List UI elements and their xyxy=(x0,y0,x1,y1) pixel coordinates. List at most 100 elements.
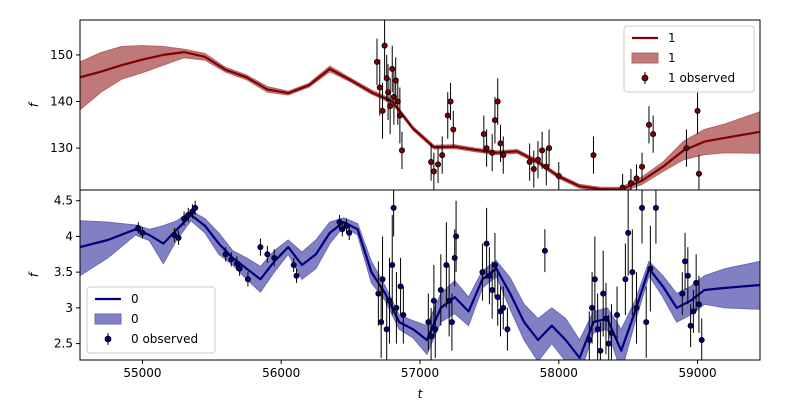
legend-box xyxy=(86,286,216,354)
observed-point xyxy=(683,145,690,152)
observed-point xyxy=(192,204,199,211)
confidence-band-top xyxy=(80,45,760,190)
observed-point xyxy=(619,184,626,190)
observed-point xyxy=(541,247,548,254)
observed-point xyxy=(694,107,701,114)
panel-top: 130 140 150 f 1 1 1 observed xyxy=(27,19,761,191)
observed-point xyxy=(693,279,700,286)
observed-point xyxy=(684,272,691,279)
observed-point xyxy=(602,315,609,322)
observed-point xyxy=(236,265,243,272)
observed-point xyxy=(480,131,487,138)
y-tick-label: 4 xyxy=(65,229,73,243)
legend-band-handle xyxy=(94,313,122,325)
observed-point xyxy=(600,290,607,297)
observed-point xyxy=(489,149,496,156)
y-tick-label: 3 xyxy=(65,301,73,315)
observed-point xyxy=(497,140,504,147)
observed-point xyxy=(491,117,498,124)
observed-point xyxy=(539,147,546,154)
observed-point xyxy=(392,77,399,84)
observed-point xyxy=(679,290,686,297)
observed-point xyxy=(483,145,490,152)
observed-point xyxy=(389,261,396,268)
observed-point xyxy=(546,145,553,152)
observed-point xyxy=(594,326,601,333)
observed-point xyxy=(271,254,278,261)
observed-point xyxy=(530,166,537,173)
observed-point xyxy=(633,175,640,182)
observed-point xyxy=(639,204,646,211)
observed-point xyxy=(627,180,634,187)
observed-point xyxy=(135,224,142,231)
mean-line-top xyxy=(80,50,760,190)
observed-point xyxy=(608,329,615,336)
observed-point xyxy=(430,168,437,175)
observed-point xyxy=(586,336,593,343)
observed-point xyxy=(483,240,490,247)
observed-point xyxy=(690,308,697,315)
observed-point xyxy=(647,265,654,272)
observed-point xyxy=(336,219,343,226)
legend-label: 0 observed xyxy=(131,332,198,346)
observed-point xyxy=(343,222,350,229)
observed-point xyxy=(591,276,598,283)
observed-point xyxy=(504,326,511,333)
y-axis-label: f xyxy=(27,101,41,107)
observed-point xyxy=(555,173,562,180)
observed-point xyxy=(435,161,442,168)
observed-point xyxy=(625,229,632,236)
y-tick-label: 130 xyxy=(50,141,73,155)
x-tick-label: 57000 xyxy=(401,366,439,380)
observed-point xyxy=(396,112,403,119)
observed-point xyxy=(526,159,533,166)
legend-label: 1 observed xyxy=(668,71,735,85)
observed-point xyxy=(682,258,689,265)
observed-point xyxy=(373,58,380,65)
observed-point xyxy=(494,98,501,105)
observed-point xyxy=(494,294,501,301)
observed-point xyxy=(228,256,235,263)
observed-point xyxy=(264,251,271,258)
observed-point xyxy=(453,233,460,240)
mean-line-bottom xyxy=(80,213,760,359)
legend-point-handle xyxy=(641,74,649,82)
observed-point xyxy=(387,103,394,110)
observed-point xyxy=(698,336,705,343)
legend-label: 1 xyxy=(668,31,676,45)
plot-area-top xyxy=(80,20,760,190)
observed-point xyxy=(390,204,397,211)
observed-point xyxy=(185,211,192,218)
y-tick-label: 2.5 xyxy=(54,337,73,351)
confidence-band-bottom xyxy=(80,210,760,360)
legend-band-handle xyxy=(631,52,659,64)
observed-point xyxy=(444,112,451,119)
observed-point xyxy=(643,319,650,326)
legend-label: 0 xyxy=(131,312,139,326)
x-axis-label: t xyxy=(418,387,424,400)
observed-point xyxy=(390,93,397,100)
legend-label: 0 xyxy=(131,292,139,306)
observed-point xyxy=(293,272,300,279)
observed-point xyxy=(439,152,446,159)
observed-point xyxy=(645,121,652,128)
observed-point xyxy=(486,272,493,279)
observed-point xyxy=(397,283,404,290)
observed-point xyxy=(393,304,400,311)
observed-point xyxy=(443,261,450,268)
y-tick-label: 150 xyxy=(50,48,73,62)
observed-point xyxy=(428,333,435,340)
observed-point xyxy=(446,297,453,304)
observed-point xyxy=(590,152,597,159)
legend-label: 1 xyxy=(668,51,676,65)
observed-point xyxy=(687,322,694,329)
y-tick-label: 3.5 xyxy=(54,265,73,279)
observed-point xyxy=(381,42,388,49)
x-tick-label: 55000 xyxy=(123,366,161,380)
observed-point xyxy=(175,234,182,241)
y-axis-label: f xyxy=(27,271,41,277)
legend-top: 1 1 1 observed xyxy=(623,25,755,93)
observed-point xyxy=(346,229,353,236)
